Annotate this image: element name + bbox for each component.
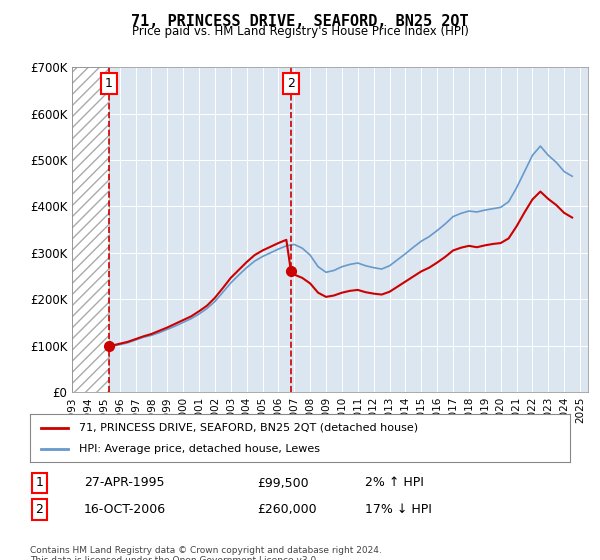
Text: 2: 2 [287, 77, 295, 90]
Text: Price paid vs. HM Land Registry's House Price Index (HPI): Price paid vs. HM Land Registry's House … [131, 25, 469, 38]
Text: £99,500: £99,500 [257, 477, 308, 489]
Text: HPI: Average price, detached house, Lewes: HPI: Average price, detached house, Lewe… [79, 444, 320, 454]
Text: 17% ↓ HPI: 17% ↓ HPI [365, 503, 431, 516]
Text: 16-OCT-2006: 16-OCT-2006 [84, 503, 166, 516]
Text: 27-APR-1995: 27-APR-1995 [84, 477, 164, 489]
Text: 1: 1 [105, 77, 113, 90]
Text: 2% ↑ HPI: 2% ↑ HPI [365, 477, 424, 489]
Text: 1: 1 [35, 477, 43, 489]
Text: 71, PRINCESS DRIVE, SEAFORD, BN25 2QT: 71, PRINCESS DRIVE, SEAFORD, BN25 2QT [131, 14, 469, 29]
Text: 2: 2 [35, 503, 43, 516]
Text: £260,000: £260,000 [257, 503, 316, 516]
Bar [72, 67, 109, 392]
Text: 71, PRINCESS DRIVE, SEAFORD, BN25 2QT (detached house): 71, PRINCESS DRIVE, SEAFORD, BN25 2QT (d… [79, 423, 418, 433]
Text: Contains HM Land Registry data © Crown copyright and database right 2024.
This d: Contains HM Land Registry data © Crown c… [30, 546, 382, 560]
